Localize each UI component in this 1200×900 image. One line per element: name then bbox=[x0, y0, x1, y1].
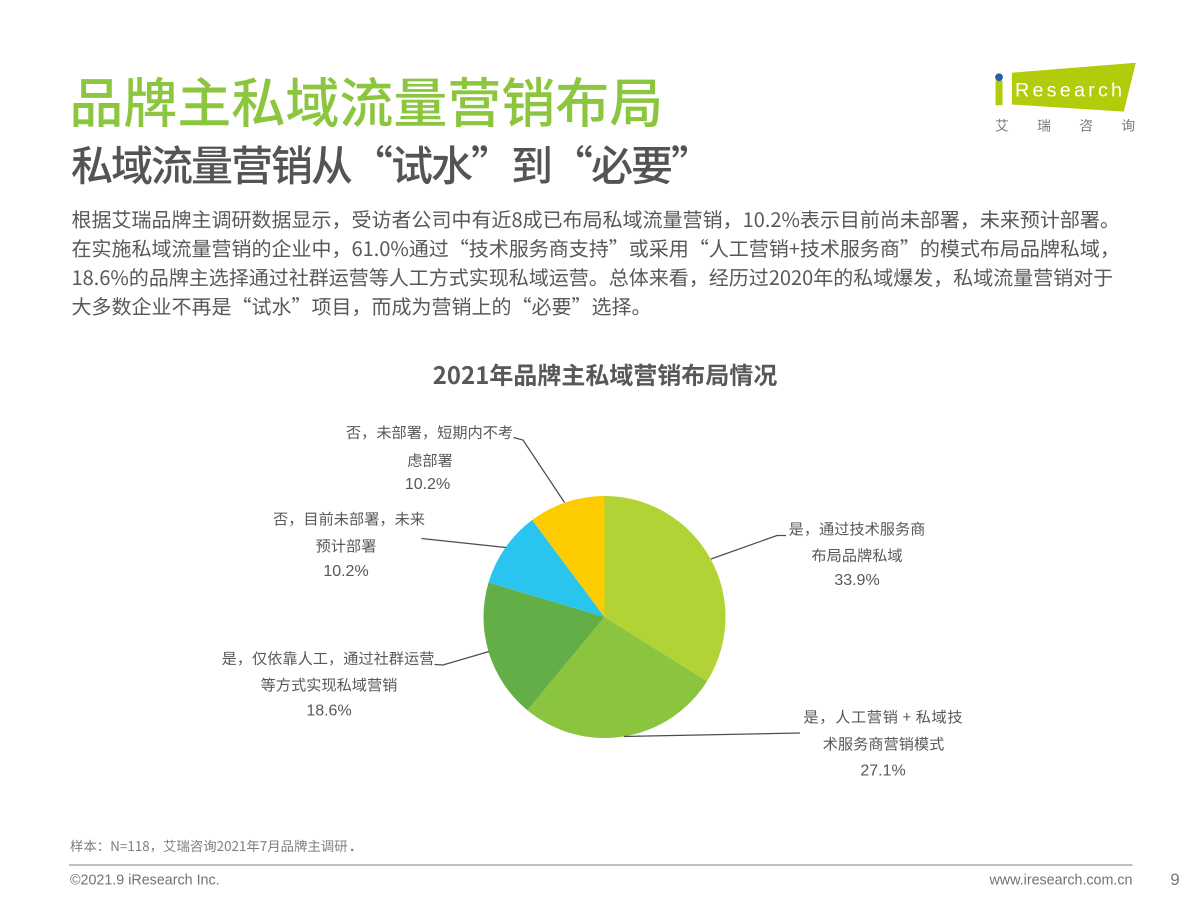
svg-text:Research: Research bbox=[1015, 79, 1125, 101]
svg-text:27.1%: 27.1% bbox=[860, 763, 905, 780]
svg-text:10.2%: 10.2% bbox=[323, 563, 368, 580]
svg-text:9: 9 bbox=[1170, 870, 1179, 889]
svg-text:www.iresearch.com.cn: www.iresearch.com.cn bbox=[988, 872, 1132, 888]
svg-text:10.2%: 10.2% bbox=[405, 476, 450, 493]
svg-text:©2021.9 iResearch Inc.: ©2021.9 iResearch Inc. bbox=[70, 872, 220, 888]
svg-text:33.9%: 33.9% bbox=[834, 572, 879, 589]
svg-text:18.6%: 18.6% bbox=[306, 703, 351, 720]
